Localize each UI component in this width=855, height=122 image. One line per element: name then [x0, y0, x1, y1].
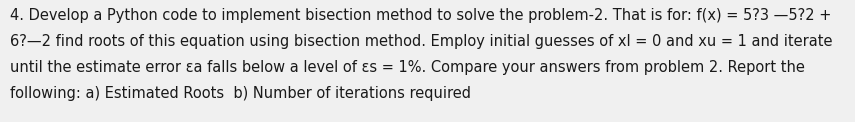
Text: following: a) Estimated Roots  b) Number of iterations required: following: a) Estimated Roots b) Number … — [10, 86, 471, 101]
Text: until the estimate error εa falls below a level of εs = 1%. Compare your answers: until the estimate error εa falls below … — [10, 60, 805, 75]
Text: 4. Develop a Python code to implement bisection method to solve the problem-2. T: 4. Develop a Python code to implement bi… — [10, 8, 831, 23]
Text: 6?—2 find roots of this equation using bisection method. Employ initial guesses : 6?—2 find roots of this equation using b… — [10, 34, 833, 49]
